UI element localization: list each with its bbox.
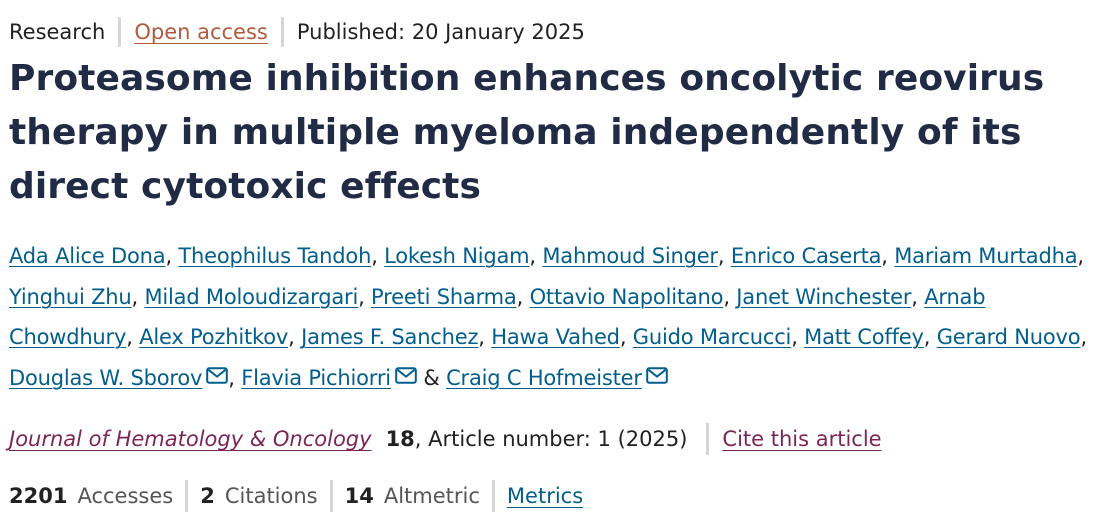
volume-number: 18 bbox=[385, 427, 415, 451]
author-link[interactable]: Ada Alice Dona bbox=[9, 244, 166, 268]
journal-link[interactable]: Journal of Hematology & Oncology bbox=[9, 427, 372, 451]
accesses-label: Accesses bbox=[77, 484, 174, 508]
author-list: Ada Alice Dona, Theophilus Tandoh, Lokes… bbox=[9, 244, 1087, 390]
citations-label: Citations bbox=[224, 484, 318, 508]
author-link[interactable]: Ottavio Napolitano bbox=[529, 284, 724, 309]
published-date: Published: 20 January 2025 bbox=[296, 20, 585, 44]
metrics-divider bbox=[185, 480, 189, 512]
meta-divider bbox=[118, 17, 122, 47]
envelope-icon[interactable] bbox=[206, 366, 229, 384]
author-link[interactable]: Hawa Vahed bbox=[491, 325, 620, 349]
metrics-row: 2201 Accesses 2 Citations 14 Altmetric M… bbox=[9, 480, 583, 512]
article-type-label: Research bbox=[9, 20, 106, 44]
article-number: , Article number: 1 (2025) bbox=[414, 427, 688, 451]
author-link[interactable]: Mariam Murtadha bbox=[894, 244, 1078, 268]
author-link[interactable]: Craig C Hofmeister bbox=[446, 365, 642, 390]
author-link[interactable]: Douglas W. Sborov bbox=[9, 365, 203, 390]
accesses-count: 2201 bbox=[9, 484, 68, 508]
altmetric-label: Altmetric bbox=[383, 484, 480, 508]
citation-row: Journal of Hematology & Oncology 18 , Ar… bbox=[9, 423, 882, 455]
author-link[interactable]: Flavia Pichiorri bbox=[241, 365, 391, 390]
author-link[interactable]: Gerard Nuovo bbox=[936, 325, 1081, 349]
author-link[interactable]: Janet Winchester bbox=[736, 284, 912, 309]
author-link[interactable]: Mahmoud Singer bbox=[542, 244, 718, 268]
envelope-icon[interactable] bbox=[395, 366, 417, 384]
author-link[interactable]: Preeti Sharma bbox=[371, 284, 517, 309]
author-link[interactable]: Lokesh Nigam bbox=[384, 244, 530, 268]
article-title-line: direct cytotoxic effects bbox=[9, 166, 482, 207]
envelope-icon[interactable] bbox=[645, 366, 668, 384]
article-title: Proteasome inhibition enhances oncolytic… bbox=[9, 52, 1104, 214]
author-link[interactable]: Theophilus Tandoh bbox=[178, 244, 372, 268]
open-access-link[interactable]: Open access bbox=[134, 20, 268, 44]
author-link[interactable]: Chowdhury bbox=[9, 325, 127, 349]
author-link[interactable]: Matt Coffey bbox=[804, 325, 924, 349]
metrics-divider bbox=[329, 480, 333, 512]
author-link[interactable]: Yinghui Zhu bbox=[9, 284, 132, 309]
author-link[interactable]: Guido Marcucci bbox=[632, 325, 792, 349]
author-link[interactable]: Alex Pozhitkov bbox=[139, 325, 289, 349]
article-title-line: therapy in multiple myeloma independentl… bbox=[9, 112, 1022, 153]
meta-divider bbox=[280, 17, 284, 47]
author-link[interactable]: James F. Sanchez bbox=[301, 325, 479, 349]
article-meta-row: Research Open access Published: 20 Janua… bbox=[9, 17, 585, 47]
citations-count: 2 bbox=[200, 484, 215, 508]
metrics-link[interactable]: Metrics bbox=[506, 484, 584, 508]
ampersand: & bbox=[423, 365, 440, 390]
altmetric-count: 14 bbox=[344, 484, 374, 508]
cite-this-article-link[interactable]: Cite this article bbox=[722, 427, 882, 451]
metrics-divider bbox=[491, 480, 495, 512]
citation-divider bbox=[706, 423, 710, 455]
article-title-line: Proteasome inhibition enhances oncolytic… bbox=[9, 58, 1045, 99]
author-link[interactable]: Enrico Caserta bbox=[730, 244, 882, 268]
author-link[interactable]: Arnab bbox=[924, 284, 986, 309]
author-link[interactable]: Milad Moloudizargari bbox=[144, 284, 359, 309]
